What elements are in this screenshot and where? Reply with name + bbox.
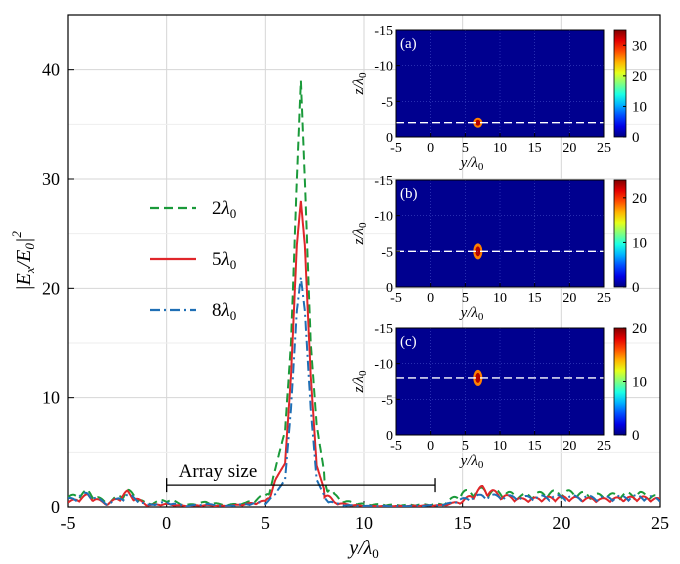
inset-x-tick-label: 15 <box>528 439 542 454</box>
inset-z-tick-label: -5 <box>381 95 393 110</box>
colorbar-tick-label: 0 <box>632 130 640 146</box>
inset-x-tick-label: 20 <box>562 291 576 306</box>
panel-label: (c) <box>400 334 417 350</box>
panel-label: (a) <box>400 36 417 52</box>
y-tick-label: 30 <box>42 169 60 189</box>
inset-x-label: y/λ0 <box>459 305 484 323</box>
inset-x-tick-label: 10 <box>493 291 507 306</box>
y-axis-label: |Ex/E0|2 <box>9 231 37 291</box>
x-tick-label: 5 <box>261 513 270 533</box>
legend-label: 2λ0 <box>212 198 236 221</box>
colorbar-tick-label: 10 <box>632 375 647 391</box>
inset-x-tick-label: 10 <box>493 439 507 454</box>
x-tick-label: 15 <box>454 513 472 533</box>
inset-z-tick-label: -15 <box>374 174 393 189</box>
inset-x-tick-label: 10 <box>493 141 507 156</box>
inset-z-tick-label: 0 <box>386 429 393 444</box>
inset-x-tick-label: 5 <box>462 141 469 156</box>
legend-label: 5λ0 <box>212 249 236 272</box>
inset-z-tick-label: -15 <box>374 24 393 39</box>
svg-text:|Ex/E0|2: |Ex/E0|2 <box>9 231 37 291</box>
heatmap-background <box>396 30 604 137</box>
inset-z-tick-label: 0 <box>386 131 393 146</box>
colorbar <box>613 29 627 138</box>
colorbar-tick-label: 20 <box>632 191 647 207</box>
svg-text:z/λ0: z/λ0 <box>351 72 369 96</box>
panel-label: (b) <box>400 186 418 202</box>
x-axis-label: y/λ0 <box>347 537 379 561</box>
inset-z-tick-label: -10 <box>374 358 393 373</box>
inset-panels: (a)-5 0 5 10 15 20 25-15-10-50y/λ0z/λ03020100(… <box>351 24 647 471</box>
inset-z-tick-label: -10 <box>374 60 393 75</box>
inset-z-label: z/λ0 <box>351 222 369 246</box>
y-tick-label: 40 <box>42 60 60 80</box>
focal-spot-core <box>475 372 481 383</box>
inset-x-tick-label: 20 <box>562 141 576 156</box>
series-line-8 <box>68 277 660 507</box>
inset-x-tick-label: 0 <box>427 141 434 156</box>
x-tick-label: 20 <box>552 513 570 533</box>
inset-x-tick-label: -5 <box>390 439 402 454</box>
inset-x-tick-label: 20 <box>562 439 576 454</box>
inset-x-tick-label: 5 <box>462 291 469 306</box>
inset-x-tick-label: 15 <box>528 141 542 156</box>
array-size-label: Array size <box>179 461 258 482</box>
svg-text:z/λ0: z/λ0 <box>351 222 369 246</box>
inset-x-tick-label: 25 <box>597 141 611 156</box>
inset-x-label: y/λ0 <box>459 155 484 173</box>
colorbar-tick-label: 0 <box>632 428 640 444</box>
colorbar-tick-label: 20 <box>632 69 647 85</box>
colorbar-tick-label: 10 <box>632 99 647 115</box>
colorbar-tick-label: 30 <box>632 38 647 54</box>
inset-x-tick-label: 15 <box>528 291 542 306</box>
svg-text:z/λ0: z/λ0 <box>351 370 369 394</box>
inset-z-label: z/λ0 <box>351 370 369 394</box>
inset-x-tick-label: -5 <box>390 291 402 306</box>
inset-z-tick-label: -5 <box>381 245 393 260</box>
heatmap-background <box>396 328 604 435</box>
y-tick-label: 0 <box>51 497 60 517</box>
inset-z-tick-label: 0 <box>386 281 393 296</box>
inset-z-tick-label: -15 <box>374 322 393 337</box>
x-tick-label: 25 <box>651 513 669 533</box>
x-tick-label: 0 <box>162 513 171 533</box>
inset-x-tick-label: -5 <box>390 141 402 156</box>
y-tick-label: 20 <box>42 278 60 298</box>
y-tick-label: 10 <box>42 388 60 408</box>
x-tick-label: 10 <box>355 513 373 533</box>
colorbar <box>613 179 627 288</box>
inset-x-tick-label: 0 <box>427 439 434 454</box>
focal-spot-core <box>475 119 481 126</box>
inset-x-tick-label: 25 <box>597 439 611 454</box>
inset-x-tick-label: 5 <box>462 439 469 454</box>
inset-z-tick-label: -10 <box>374 210 393 225</box>
inset-z-label: z/λ0 <box>351 72 369 96</box>
colorbar-tick-label: 10 <box>632 235 647 251</box>
inset-x-tick-label: 25 <box>597 291 611 306</box>
heatmap-background <box>396 180 604 287</box>
inset-x-tick-label: 0 <box>427 291 434 306</box>
inset-x-label: y/λ0 <box>459 453 484 471</box>
colorbar-tick-label: 0 <box>632 280 640 296</box>
legend-label: 8λ0 <box>212 300 236 323</box>
inset-z-tick-label: -5 <box>381 393 393 408</box>
colorbar-tick-label: 20 <box>632 321 647 337</box>
x-tick-label: -5 <box>61 513 76 533</box>
